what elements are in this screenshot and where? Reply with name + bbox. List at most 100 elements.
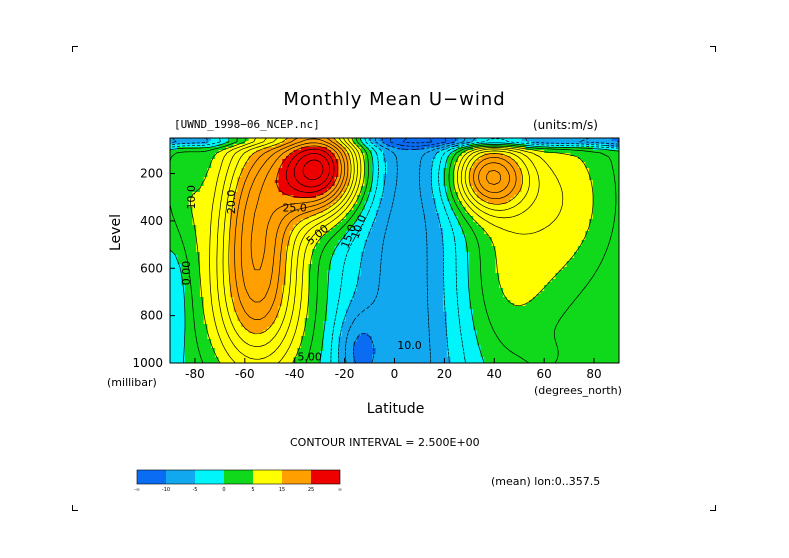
heatmap-cell <box>401 183 407 187</box>
heatmap-cell <box>248 156 253 160</box>
heatmap-cell <box>285 360 291 363</box>
heatmap-cell <box>357 261 362 265</box>
heatmap-cell <box>173 330 179 334</box>
heatmap-cell <box>323 183 328 187</box>
heatmap-cell <box>263 264 268 268</box>
heatmap-cell <box>330 291 336 295</box>
heatmap-cell <box>401 318 407 322</box>
heatmap-cell <box>196 165 201 169</box>
heatmap-cell <box>211 261 216 265</box>
heatmap-cell <box>256 342 261 346</box>
heatmap-cell <box>405 228 411 232</box>
heatmap-cell <box>357 327 362 331</box>
heatmap-cell <box>323 360 328 363</box>
heatmap-cell <box>256 267 261 271</box>
heatmap-cell <box>297 165 302 169</box>
heatmap-cell <box>379 141 384 145</box>
heatmap-cell <box>263 207 268 211</box>
heatmap-cell <box>401 258 407 262</box>
heatmap-cell <box>323 270 328 274</box>
heatmap-cell <box>353 237 358 241</box>
heatmap-cell <box>203 162 209 166</box>
heatmap-cell <box>196 273 201 277</box>
heatmap-cell <box>323 354 328 358</box>
heatmap-cell <box>282 219 287 223</box>
heatmap-cell <box>300 315 306 319</box>
heatmap-cell <box>289 321 295 325</box>
heatmap-cell <box>315 219 321 223</box>
heatmap-cell <box>368 297 373 301</box>
heatmap-cell <box>237 138 242 142</box>
heatmap-cell <box>199 246 205 250</box>
heatmap-cell <box>319 207 325 211</box>
heatmap-cell <box>409 150 414 154</box>
heatmap-cell <box>289 291 295 295</box>
heatmap-cell <box>233 174 238 178</box>
heatmap-cell <box>237 237 242 241</box>
heatmap-cell <box>285 288 291 292</box>
heatmap-cell <box>237 210 242 214</box>
heatmap-cell <box>300 177 306 181</box>
heatmap-cell <box>244 345 250 349</box>
heatmap-cell <box>357 183 362 187</box>
heatmap-cell <box>353 231 358 235</box>
heatmap-cell <box>188 342 194 346</box>
heatmap-cell <box>274 171 280 175</box>
heatmap-cell <box>211 162 216 166</box>
heatmap-cell <box>181 258 186 262</box>
heatmap-cell <box>323 231 328 235</box>
heatmap-cell <box>300 318 306 322</box>
heatmap-cell <box>241 237 246 241</box>
heatmap-cell <box>267 330 272 334</box>
heatmap-cell <box>181 312 186 316</box>
heatmap-cell <box>248 174 253 178</box>
heatmap-cell <box>214 294 220 298</box>
heatmap-cell <box>282 183 287 187</box>
heatmap-cell <box>188 174 194 178</box>
heatmap-cell <box>282 327 287 331</box>
heatmap-cell <box>375 279 381 283</box>
heatmap-cell <box>181 171 186 175</box>
heatmap-cell <box>233 180 238 184</box>
heatmap-cell <box>387 330 392 334</box>
heatmap-cell <box>416 138 422 142</box>
heatmap-cell <box>267 159 272 163</box>
heatmap-cell <box>226 267 231 271</box>
heatmap-cell <box>398 357 403 361</box>
heatmap-cell <box>184 261 190 265</box>
heatmap-cell <box>263 354 268 358</box>
heatmap-cell <box>323 165 328 169</box>
heatmap-cell <box>173 288 179 292</box>
heatmap-cell <box>297 243 302 247</box>
heatmap-cell <box>401 216 407 220</box>
heatmap-cell <box>312 351 317 355</box>
heatmap-cell <box>244 318 250 322</box>
heatmap-cell <box>207 156 212 160</box>
heatmap-cell <box>297 261 302 265</box>
heatmap-cell <box>259 258 265 262</box>
heatmap-cell <box>211 354 216 358</box>
heatmap-cell <box>203 258 209 262</box>
heatmap-cell <box>263 285 268 289</box>
heatmap-cell <box>285 249 291 253</box>
heatmap-cell <box>256 168 261 172</box>
heatmap-cell <box>199 267 205 271</box>
heatmap-cell <box>394 309 399 313</box>
heatmap-cell <box>390 330 396 334</box>
heatmap-cell <box>226 255 231 259</box>
heatmap-cell <box>383 348 388 352</box>
heatmap-cell <box>252 210 257 214</box>
heatmap-cell <box>398 165 403 169</box>
heatmap-cell <box>383 258 388 262</box>
heatmap-cell <box>218 177 223 181</box>
heatmap-cell <box>184 168 190 172</box>
heatmap-cell <box>214 321 220 325</box>
heatmap-cell <box>248 177 253 181</box>
heatmap-cell <box>364 174 369 178</box>
heatmap-cell <box>413 276 418 280</box>
heatmap-cell <box>188 267 194 271</box>
heatmap-cell <box>282 237 287 241</box>
heatmap-cell <box>244 165 250 169</box>
heatmap-cell <box>368 315 373 319</box>
heatmap-cell <box>360 354 366 358</box>
